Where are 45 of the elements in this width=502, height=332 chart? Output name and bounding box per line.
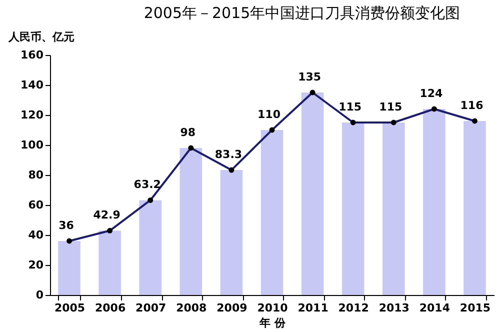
y-tick-label: 120 — [20, 108, 44, 122]
chart-title: 2005年－2015年中国进口刀具消费份额变化图 — [144, 4, 460, 22]
bar — [58, 241, 80, 295]
bar — [260, 130, 284, 295]
y-tick-label: 140 — [20, 78, 44, 92]
x-tick-label: 2006 — [94, 302, 126, 314]
x-tick-label: 2010 — [257, 302, 288, 314]
x-tick-label: 2013 — [378, 302, 410, 314]
data-label: 63.2 — [134, 178, 161, 192]
bar — [382, 122, 405, 295]
y-tick-label: 20 — [28, 258, 44, 272]
y-tick-label: 0 — [36, 288, 44, 302]
bar — [98, 230, 121, 295]
y-tick-label: 40 — [28, 228, 44, 242]
x-tick-label: 2005 — [54, 302, 86, 314]
bar — [423, 109, 446, 295]
x-tick-label: 2012 — [338, 302, 369, 314]
bar — [342, 122, 364, 295]
y-tick-label: 160 — [20, 48, 44, 62]
y-tick-label: 60 — [28, 198, 44, 212]
x-tick-label: 2014 — [419, 302, 450, 314]
data-label: 42.9 — [93, 208, 120, 222]
data-label: 36 — [58, 219, 74, 232]
y-tick-label: 100 — [20, 138, 44, 152]
x-tick-label: 2015 — [460, 302, 491, 314]
x-axis-title: 年 份 — [258, 316, 286, 330]
data-label: 98 — [180, 126, 196, 139]
y-tick-label: 80 — [28, 168, 44, 182]
x-tick-label: 2009 — [216, 302, 248, 314]
x-tick-label: 2008 — [176, 302, 207, 314]
bar — [180, 148, 202, 295]
bar — [220, 170, 243, 295]
bar — [464, 121, 486, 295]
y-axis-title: 人民币、亿元 — [8, 30, 74, 44]
data-label: 115 — [379, 100, 402, 114]
x-tick-label: 2011 — [298, 302, 328, 314]
data-label: 110 — [258, 108, 281, 121]
data-label: 124 — [420, 87, 444, 100]
bar — [301, 92, 324, 295]
data-label: 83.3 — [214, 148, 242, 162]
x-tick-label: 2007 — [136, 302, 166, 314]
data-label: 116 — [460, 99, 484, 112]
data-label: 135 — [298, 70, 322, 84]
bar — [139, 200, 162, 295]
data-label: 115 — [338, 100, 362, 114]
